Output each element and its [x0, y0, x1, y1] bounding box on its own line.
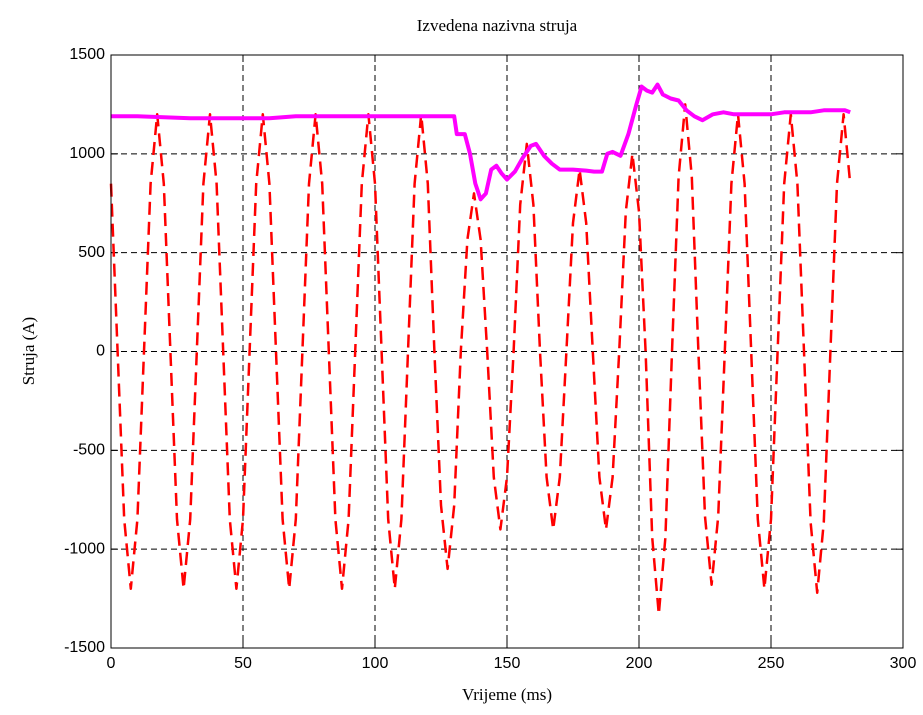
- x-tick-label: 50: [234, 655, 252, 672]
- data-line: [111, 82, 851, 202]
- x-tick-label: 100: [362, 655, 389, 672]
- y-tick-label: 0: [96, 343, 105, 360]
- axes-box: [110, 54, 904, 649]
- x-tick-label: 0: [107, 655, 116, 672]
- y-tick-label: -1500: [64, 639, 105, 656]
- y-tick-label: -500: [73, 442, 105, 459]
- y-tick-label: 500: [78, 244, 105, 261]
- x-tick-label: 200: [626, 655, 653, 672]
- y-tick-label: -1000: [64, 540, 105, 557]
- y-axis-label: Struja (A): [19, 317, 38, 385]
- x-tick-label: 250: [758, 655, 785, 672]
- x-axis-label: Vrijeme (ms): [462, 685, 552, 704]
- x-tick-label: 300: [890, 655, 917, 672]
- y-tick-label: 1000: [69, 145, 105, 162]
- x-tick-label: 150: [494, 655, 521, 672]
- y-tick-label: 1500: [69, 46, 105, 63]
- chart-title: Izvedena nazivna struja: [417, 16, 578, 35]
- data-line: [109, 103, 852, 616]
